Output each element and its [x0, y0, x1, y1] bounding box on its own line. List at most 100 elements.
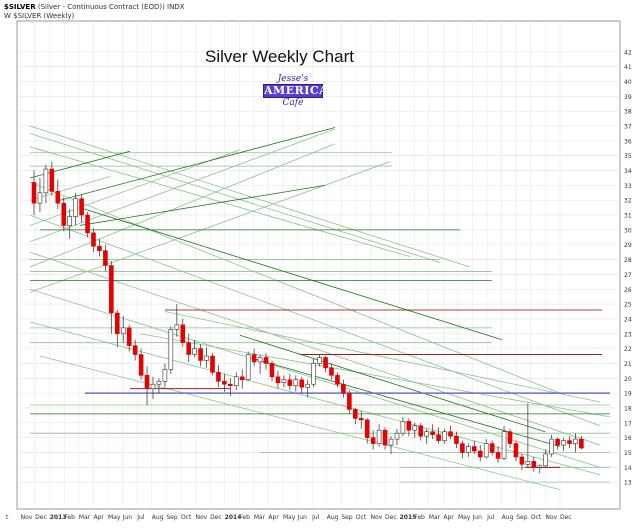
candle-body [347, 392, 352, 410]
y-tick-label: 40 [624, 79, 632, 86]
x-tick-label: Nov [370, 514, 382, 521]
y-tick-label: 14 [624, 465, 632, 472]
y-tick-label: 19 [624, 391, 632, 398]
y-tick-label: 41 [624, 64, 632, 71]
x-tick-label: May [283, 514, 296, 521]
candle-body [37, 192, 43, 204]
candle-body [477, 450, 483, 458]
candle-body [436, 434, 441, 441]
y-tick-label: 27 [624, 272, 632, 279]
y-tick-label: 34 [624, 168, 632, 175]
candle-body [412, 425, 418, 431]
x-tick-label: Jun [297, 514, 308, 521]
candle-body [466, 446, 471, 453]
candle-body [216, 372, 221, 382]
trendline [29, 133, 441, 263]
y-tick-label: 23 [624, 331, 632, 338]
candle-body [239, 376, 245, 381]
candle-body [49, 168, 55, 192]
trendline [29, 214, 601, 427]
candle-body [103, 250, 108, 266]
candle-body [424, 431, 430, 437]
candle-body [31, 182, 37, 204]
y-tick-label: 42 [624, 49, 632, 56]
candle-body [245, 354, 251, 381]
y-tick-label: 13 [624, 480, 632, 487]
x-tick-label: Feb [414, 514, 425, 521]
candle-body [43, 168, 49, 194]
candle-body [370, 437, 376, 444]
x-tick-label: Apr [443, 514, 454, 521]
x-tick-label: Oct [181, 514, 192, 521]
series-legend: W $SILVER (Weekly) [4, 12, 74, 20]
x-tick-label: Apr [268, 514, 279, 521]
candle-body [85, 214, 90, 234]
candle-body [192, 348, 197, 355]
x-tick-label: Mar [254, 514, 266, 521]
y-tick-label: 18 [624, 405, 632, 412]
x-tick-label: Dec [210, 514, 222, 521]
candle-body [109, 265, 114, 314]
trendline [59, 127, 336, 201]
candle-body [132, 345, 138, 355]
y-tick-label: 28 [624, 257, 632, 264]
candle-body [293, 379, 299, 387]
logo-line1: Jesse's [277, 74, 309, 84]
y-tick-label: 33 [624, 183, 632, 190]
candle-body [269, 363, 275, 378]
candle-body [501, 431, 507, 459]
trendline [29, 176, 111, 201]
y-tick-label: 24 [624, 316, 632, 323]
y-tick-label: 32 [624, 198, 632, 205]
candle-body [341, 383, 346, 394]
candle-body [555, 438, 560, 446]
trendline [79, 184, 326, 226]
x-tick-label: Feb [239, 514, 250, 521]
candle-body [537, 465, 543, 468]
legend-marker: W [4, 12, 11, 20]
candle-body [305, 383, 311, 388]
candle-body [471, 446, 477, 452]
candle-body [150, 383, 156, 389]
y-tick-label: 25 [624, 302, 632, 309]
candle-body [513, 443, 519, 458]
candle-body [287, 379, 293, 387]
trendline [29, 251, 601, 446]
candle-body [323, 357, 328, 369]
candle-body [67, 216, 72, 226]
trendline [29, 182, 561, 394]
candle-body [519, 456, 525, 465]
candle-body [299, 379, 305, 388]
candle-body [73, 198, 78, 217]
candle-body [561, 440, 566, 446]
candle-body [406, 421, 412, 431]
candle-body [579, 438, 584, 449]
candle-body [311, 363, 316, 385]
trendline [29, 125, 471, 268]
candle-body [228, 383, 233, 387]
y-tick-label: 35 [624, 153, 632, 160]
candle-body [430, 431, 435, 435]
candle-body [61, 202, 67, 226]
candle-body [97, 245, 102, 251]
x-tick-label: Jun [122, 514, 133, 521]
candle-body [168, 329, 174, 370]
trendline [29, 161, 391, 293]
candle-body [495, 452, 501, 459]
x-tick-label: Aug [502, 514, 514, 521]
x-tick-label: Aug [152, 514, 164, 521]
x-tick-label: Jul [486, 514, 495, 521]
candle-body [376, 429, 382, 444]
x-tick-label: Dec [385, 514, 397, 521]
candle-body [418, 425, 424, 437]
y-tick-label: 26 [624, 287, 632, 294]
candle-body [489, 443, 495, 453]
candle-body [55, 191, 61, 204]
x-tick-label: Mar [79, 514, 91, 521]
y-tick-label: 31 [624, 213, 632, 220]
x-tick-label: Oct [356, 514, 367, 521]
y-tick-label: 36 [624, 138, 632, 145]
y-tick-label: 39 [624, 94, 632, 101]
